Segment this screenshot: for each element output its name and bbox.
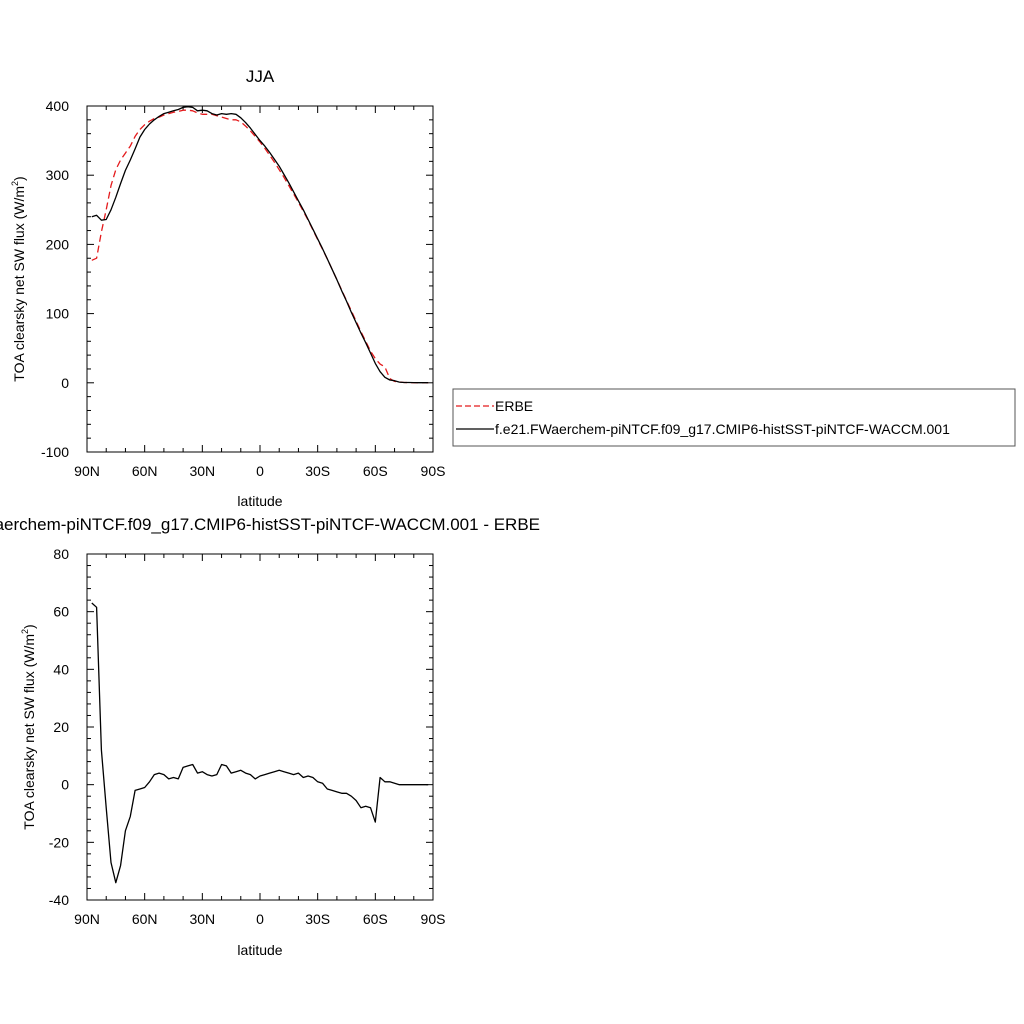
top-x-tick-label: 60S <box>363 463 388 479</box>
top-y-tick-label: 200 <box>46 236 70 252</box>
bottom-y-axis-label: TOA clearsky net SW flux (W/m2) <box>20 624 37 829</box>
bottom-y-tick-label: -20 <box>49 834 69 850</box>
legend-label-model: f.e21.FWaerchem-piNTCF.f09_g17.CMIP6-his… <box>495 421 950 437</box>
top-plot-frame <box>86 105 434 453</box>
bottom-y-tick-label: 40 <box>53 661 69 677</box>
bottom-chart-title: f.e21.FWaerchem-piNTCF.f09_g17.CMIP6-his… <box>0 515 540 534</box>
bottom-y-axis-label-superscript: 2 <box>20 629 30 634</box>
bottom-x-tick-label: 30S <box>305 911 330 927</box>
top-x-tick-label: 0 <box>256 463 264 479</box>
top-x-tick-label: 90S <box>421 463 446 479</box>
bottom-y-tick-labels: 80 60 40 20 0 -20 -40 <box>49 546 69 908</box>
bottom-y-axis-label-text: TOA clearsky net SW flux (W/m <box>21 634 37 830</box>
bottom-y-tick-label: 80 <box>53 546 69 562</box>
legend-label-erbe: ERBE <box>495 398 533 414</box>
top-series-group <box>91 106 429 384</box>
bottom-x-tick-label: 0 <box>256 911 264 927</box>
bottom-plot-frame <box>86 553 434 901</box>
top-x-tick-label: 90N <box>74 463 100 479</box>
bottom-series-line-0 <box>91 602 429 884</box>
top-panel: JJA 90N 60N 30N 0 30S 60S 90S 400 300 200 100 0 -10… <box>10 67 1016 509</box>
top-series-line-1 <box>91 106 429 384</box>
top-x-tick-labels: 90N 60N 30N 0 30S 60S 90S <box>74 463 445 479</box>
top-y-tick-label: -100 <box>41 444 69 460</box>
bottom-y-tick-label: 20 <box>53 719 69 735</box>
top-y-axis-label-close: ) <box>11 176 27 181</box>
bottom-x-tick-label: 60N <box>132 911 158 927</box>
top-y-axis-label: TOA clearsky net SW flux (W/m2) <box>10 176 27 381</box>
bottom-axis-ticks <box>86 553 434 901</box>
top-y-axis-label-text: TOA clearsky net SW flux (W/m <box>11 186 27 382</box>
top-series-line-0 <box>91 109 429 384</box>
bottom-x-tick-label: 30N <box>189 911 215 927</box>
top-x-tick-label: 60N <box>132 463 158 479</box>
top-y-tick-label: 0 <box>61 375 69 391</box>
bottom-x-tick-label: 90S <box>421 911 446 927</box>
bottom-y-tick-label: 60 <box>53 604 69 620</box>
top-y-tick-label: 300 <box>46 167 70 183</box>
top-x-tick-label: 30S <box>305 463 330 479</box>
bottom-x-tick-labels: 90N 60N 30N 0 30S 60S 90S <box>74 911 445 927</box>
bottom-y-tick-label: 0 <box>61 777 69 793</box>
bottom-y-axis-label-close: ) <box>21 624 37 629</box>
bottom-series-group <box>91 602 429 884</box>
bottom-y-tick-label: -40 <box>49 892 69 908</box>
top-y-tick-labels: 400 300 200 100 0 -100 <box>41 98 69 460</box>
top-y-tick-label: 100 <box>46 306 70 322</box>
top-chart-title: JJA <box>246 67 275 86</box>
top-y-axis-label-superscript: 2 <box>10 181 20 186</box>
bottom-x-tick-label: 90N <box>74 911 100 927</box>
bottom-x-axis-label: latitude <box>237 942 282 958</box>
legend-box <box>452 388 1016 447</box>
top-axis-ticks <box>86 105 434 453</box>
top-x-axis-label: latitude <box>237 493 282 509</box>
top-x-tick-label: 30N <box>189 463 215 479</box>
top-y-tick-label: 400 <box>46 98 70 114</box>
bottom-panel: f.e21.FWaerchem-piNTCF.f09_g17.CMIP6-his… <box>0 515 540 958</box>
legend: ERBE f.e21.FWaerchem-piNTCF.f09_g17.CMIP… <box>452 388 1016 447</box>
bottom-x-tick-label: 60S <box>363 911 388 927</box>
